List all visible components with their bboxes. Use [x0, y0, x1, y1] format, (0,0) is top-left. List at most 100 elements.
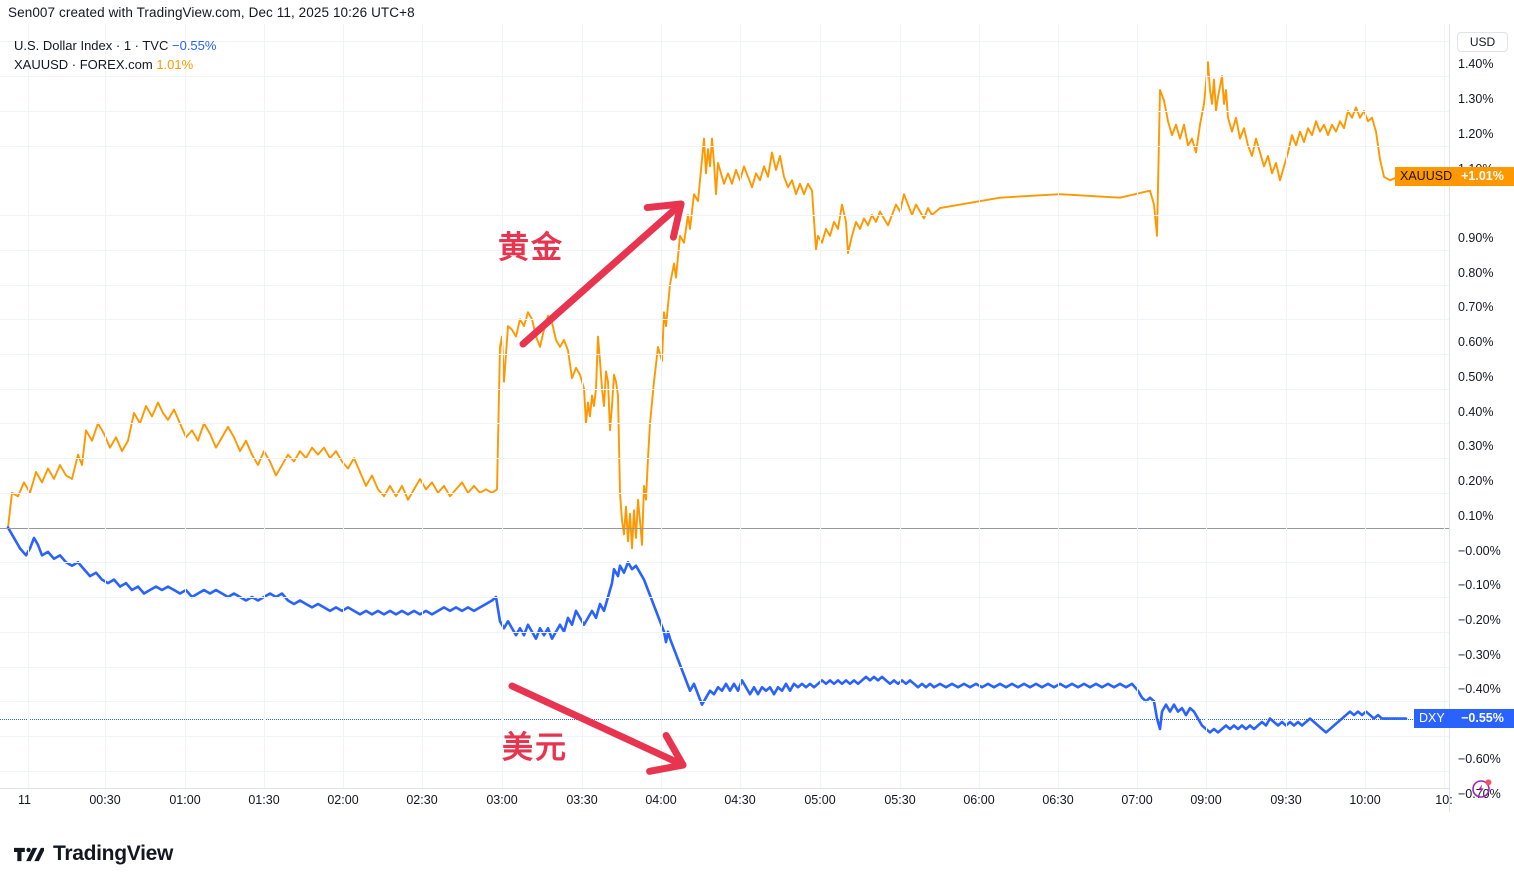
gridline-v: [900, 24, 901, 788]
gridline-h: [0, 666, 1449, 668]
price-tick-label: 0.80%: [1458, 265, 1494, 280]
series-layer: [6, 61, 1408, 734]
gridline-h: [0, 319, 1449, 321]
gridline-v: [820, 24, 821, 788]
gridline-v: [502, 24, 503, 788]
price-tick-label: 0.20%: [1458, 474, 1494, 489]
series-tag-dxy: DXY: [1414, 709, 1450, 729]
gridline-h: [0, 110, 1449, 112]
gridline-v: [105, 24, 106, 788]
gridline-h: [0, 423, 1449, 425]
gridline-h: [0, 770, 1449, 772]
gridline-v: [264, 24, 265, 788]
legend-title-dxy: U.S. Dollar Index · 1 · TVC: [14, 38, 169, 53]
gold-annotation-label: 黄金: [498, 230, 564, 266]
gridline-h: [0, 145, 1449, 147]
price-tick-label: 1.30%: [1458, 92, 1494, 107]
legend-title-xauusd: XAUUSD · FOREX.com: [14, 57, 153, 72]
currency-pill[interactable]: USD: [1457, 32, 1508, 52]
time-tick-label: 02:00: [327, 793, 359, 807]
price-tick-label: 0.70%: [1458, 300, 1494, 315]
time-tick-label: 03:00: [486, 793, 518, 807]
time-tick-label: 07:00: [1121, 793, 1153, 807]
gridline-h: [0, 701, 1449, 703]
time-tick-label: 06:00: [963, 793, 995, 807]
gridline-v: [1206, 24, 1207, 788]
gridline-v: [1137, 24, 1138, 788]
brand-name: TradingView: [53, 842, 174, 865]
gridline-v: [1058, 24, 1059, 788]
gridline-h: [0, 249, 1449, 251]
gridline-v: [422, 24, 423, 788]
price-tick-label: −0.10%: [1458, 578, 1501, 593]
time-tick-label: 01:00: [169, 793, 201, 807]
gridline-v: [185, 24, 186, 788]
gridline-h: [0, 284, 1449, 286]
legend-change-dxy: −0.55%: [172, 38, 217, 53]
price-tick-label: 0.50%: [1458, 369, 1494, 384]
gridline-h: [0, 76, 1449, 78]
time-tick-label: 00:30: [89, 793, 121, 807]
price-tick-label: −0.20%: [1458, 613, 1501, 627]
gridline-v: [343, 24, 344, 788]
gridline-h: [0, 492, 1449, 494]
time-tick-label: 01:30: [248, 793, 280, 807]
price-tick-label: 0.10%: [1458, 508, 1494, 523]
chart-frame: 黄金美元 U.S. Dollar Index · 1 · TVC −0.55% …: [0, 24, 1514, 812]
price-tick-label: 0.30%: [1458, 439, 1494, 454]
legend-row-dxy[interactable]: U.S. Dollar Index · 1 · TVC −0.55%: [14, 36, 216, 55]
gridline-v: [1365, 24, 1366, 788]
gridline-h: [0, 388, 1449, 390]
price-tick-label: 1.20%: [1458, 126, 1494, 141]
footer-branding: TradingView: [14, 842, 173, 866]
price-tick-label: −0.40%: [1458, 682, 1501, 697]
gridline-h: [0, 631, 1449, 633]
gridline-v: [661, 24, 662, 788]
time-tick-label: 09:30: [1270, 793, 1302, 807]
gridline-v: [28, 24, 29, 788]
time-tick-label: 10:: [1435, 793, 1453, 807]
chart-legend: U.S. Dollar Index · 1 · TVC −0.55% XAUUS…: [14, 36, 216, 74]
price-tick-label: −0.70%: [1458, 786, 1501, 801]
time-tick-label: 06:30: [1042, 793, 1074, 807]
price-axis[interactable]: USD 1.40%1.30%1.20%1.10%0.90%0.80%0.70%0…: [1449, 24, 1514, 812]
chart-plot-area[interactable]: 黄金美元 U.S. Dollar Index · 1 · TVC −0.55% …: [0, 24, 1449, 788]
gridline-v: [979, 24, 980, 788]
time-tick-label: 09:00: [1190, 793, 1222, 807]
tradingview-logo-icon: [14, 845, 44, 864]
legend-change-xauusd: 1.01%: [156, 57, 194, 72]
series-tag-xauusd: XAUUSD: [1395, 167, 1458, 187]
dollar-annotation-label: 美元: [502, 730, 568, 766]
time-axis[interactable]: 11 00:30 01:00 01:30 02:00 02:30 03:00 03:30 04:…: [0, 788, 1453, 812]
gridline-v: [582, 24, 583, 788]
gridline-v: [1444, 24, 1445, 788]
gridline-h: [0, 215, 1449, 216]
series-line: [7, 61, 1407, 550]
gridline-h: [0, 353, 1449, 355]
price-badge-xauusd: +1.01%: [1450, 167, 1514, 187]
gridline-h: [0, 562, 1449, 564]
legend-row-xauusd[interactable]: XAUUSD · FOREX.com 1.01%: [14, 55, 216, 74]
price-tick-label: 0.60%: [1458, 335, 1494, 350]
gridline-v: [1286, 24, 1287, 788]
time-tick-label: 05:30: [884, 793, 916, 807]
gridline-h: [0, 735, 1449, 737]
gridline-h: [0, 527, 1449, 529]
time-tick-label: 11: [18, 793, 31, 807]
last-price-dotted-line: [0, 718, 1449, 720]
lightning-bolt-icon[interactable]: [1470, 776, 1494, 800]
gridline-v: [740, 24, 741, 788]
price-tick-label: 1.40%: [1458, 57, 1494, 72]
time-tick-label: 05:00: [804, 793, 836, 807]
price-tick-label: −0.30%: [1458, 647, 1501, 662]
time-tick-label: 02:30: [406, 793, 438, 807]
attribution-text: Sen007 created with TradingView.com, Dec…: [8, 5, 415, 20]
gridline-h: [0, 41, 1449, 43]
price-tick-label: −0.00%: [1458, 543, 1501, 558]
time-tick-label: 04:00: [645, 793, 677, 807]
gridline-h: [0, 458, 1449, 460]
price-tick-label: −0.60%: [1458, 751, 1501, 766]
time-tick-label: 04:30: [724, 793, 756, 807]
gridline-h: [0, 597, 1449, 598]
